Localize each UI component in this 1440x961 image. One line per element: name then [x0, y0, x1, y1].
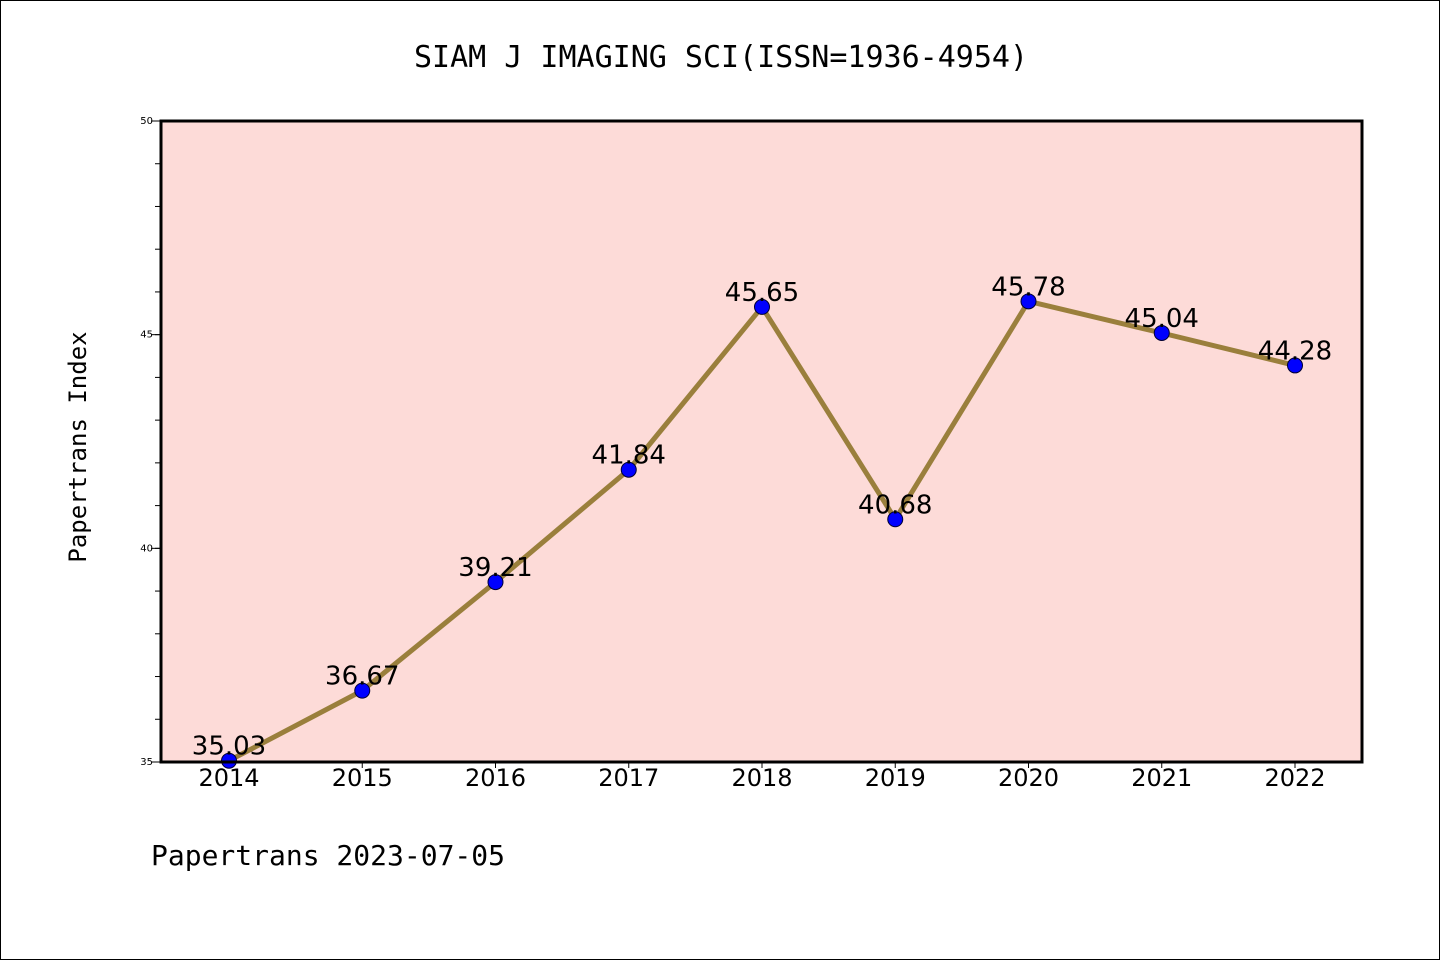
y-axis-label: Papertrans Index	[64, 331, 92, 562]
plot-area	[161, 121, 1362, 762]
data-label: 45.04	[1125, 304, 1199, 334]
data-point	[620, 461, 637, 478]
data-label: 40.68	[858, 490, 932, 520]
data-label: 45.78	[991, 272, 1065, 302]
plot-border	[159, 119, 1364, 764]
chart-title: SIAM J IMAGING SCI(ISSN=1936-4954)	[414, 40, 1028, 75]
data-label: 41.84	[592, 441, 666, 471]
y-tick-label: 45	[140, 330, 153, 341]
x-tick-label: 2021	[1131, 764, 1192, 792]
data-labels: 35.03 36.67 39.21 41.84 45.65 40.68 45.78 45.04…	[192, 272, 1332, 761]
data-point	[1153, 324, 1170, 341]
x-tick-label: 2018	[731, 764, 792, 792]
data-label: 39.21	[458, 553, 532, 583]
x-tick-label: 2020	[998, 764, 1059, 792]
data-point	[754, 298, 770, 315]
x-tick-label: 2016	[465, 764, 526, 792]
y-axis-ticks: 35 40 45 50	[140, 116, 161, 768]
x-tick-label: 2017	[598, 764, 659, 792]
y-tick-label: 40	[140, 543, 153, 554]
x-tick-label: 2015	[332, 764, 393, 792]
data-point	[1287, 357, 1303, 374]
data-label: 35.03	[192, 732, 266, 762]
data-point	[887, 511, 904, 528]
data-label: 45.65	[725, 278, 799, 308]
x-axis-ticks: 2014 2015 2016 2017 2018 2019 2020 2021 2022	[198, 762, 1326, 792]
x-tick-label: 2019	[865, 764, 926, 792]
data-point	[354, 682, 371, 699]
footer-date: Papertrans 2023-07-05	[151, 839, 505, 872]
data-label: 44.28	[1258, 336, 1332, 366]
y-tick-label: 35	[140, 757, 153, 768]
y-tick-label: 50	[140, 116, 153, 127]
data-point	[1020, 293, 1037, 310]
x-tick-label: 2022	[1264, 764, 1325, 792]
data-point	[487, 574, 504, 591]
data-label: 36.67	[325, 662, 399, 692]
